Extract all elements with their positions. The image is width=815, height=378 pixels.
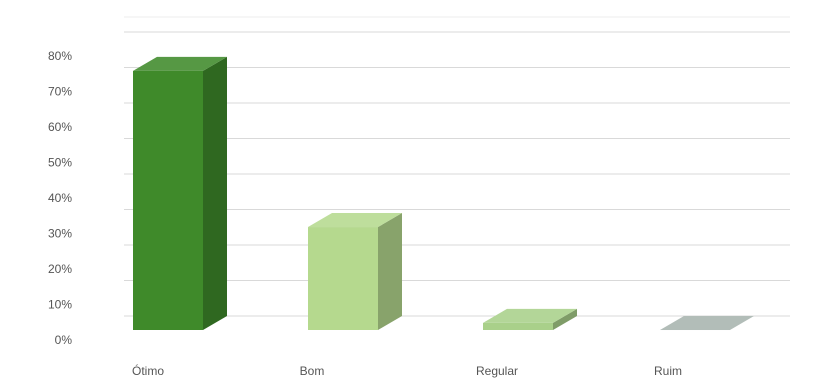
y-tick-label: 50% [48, 156, 72, 170]
bar-top [483, 308, 577, 323]
x-axis-category-labels: Ótimo Bom Regular Ruim [132, 363, 682, 378]
gridlines [124, 16, 790, 317]
y-tick-label: 0% [55, 333, 73, 347]
x-category-label: Bom [300, 364, 325, 378]
y-axis-tick-labels: 0% 10% 20% 30% 40% 50% 60% 70% 80% [48, 49, 72, 347]
bar-side [378, 213, 402, 330]
bar-top [660, 316, 754, 330]
bar-top [133, 56, 227, 71]
y-tick-label: 10% [48, 298, 72, 312]
bar-front [133, 70, 203, 330]
y-tick-label: 70% [48, 85, 72, 99]
bars [133, 56, 754, 331]
y-tick-label: 60% [48, 120, 72, 134]
x-category-label: Regular [476, 364, 518, 378]
bar-side [553, 308, 577, 330]
bar-3 [483, 308, 577, 330]
bar-top [308, 213, 402, 228]
bar-side [203, 56, 227, 330]
bar-2 [308, 213, 402, 330]
bar-front [483, 322, 553, 330]
y-tick-label: 40% [48, 191, 72, 205]
bar-4 [660, 316, 754, 331]
x-category-label: Ótimo [132, 363, 164, 378]
bar-front [308, 227, 378, 330]
y-tick-label: 20% [48, 262, 72, 276]
y-tick-label: 80% [48, 49, 72, 63]
bar-1 [133, 56, 227, 330]
x-category-label: Ruim [654, 364, 682, 378]
y-tick-label: 30% [48, 227, 72, 241]
